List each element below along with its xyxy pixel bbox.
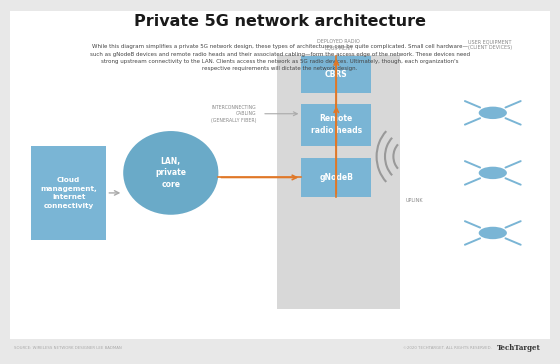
Text: ©2020 TECHTARGET. ALL RIGHTS RESERVED.: ©2020 TECHTARGET. ALL RIGHTS RESERVED. xyxy=(403,346,492,349)
Text: UPLINK: UPLINK xyxy=(405,198,423,203)
Text: Private 5G network architecture: Private 5G network architecture xyxy=(134,14,426,29)
Text: Remote
radio heads: Remote radio heads xyxy=(311,114,362,135)
Ellipse shape xyxy=(123,131,218,215)
Text: gNodeB: gNodeB xyxy=(319,173,353,182)
Ellipse shape xyxy=(479,107,507,119)
Text: INTERCONNECTING
CABLING
(GENERALLY FIBER): INTERCONNECTING CABLING (GENERALLY FIBER… xyxy=(211,104,256,123)
Text: While this diagram simplifies a private 5G network design, these types of archit: While this diagram simplifies a private … xyxy=(90,44,470,71)
FancyBboxPatch shape xyxy=(10,11,550,339)
FancyBboxPatch shape xyxy=(301,56,371,93)
Text: TechTarget: TechTarget xyxy=(497,344,540,352)
Ellipse shape xyxy=(479,167,507,179)
Text: USER EQUIPMENT
(CLIENT DEVICES): USER EQUIPMENT (CLIENT DEVICES) xyxy=(468,39,512,50)
FancyBboxPatch shape xyxy=(277,55,400,309)
FancyBboxPatch shape xyxy=(301,104,371,146)
Text: CBRS: CBRS xyxy=(325,70,348,79)
Text: SOURCE: WIRELESS NETWORK DESIGNER LEE BADMAN: SOURCE: WIRELESS NETWORK DESIGNER LEE BA… xyxy=(14,346,122,349)
Text: DEPLOYED RADIO
EQUIPMENT: DEPLOYED RADIO EQUIPMENT xyxy=(318,39,360,50)
Ellipse shape xyxy=(479,227,507,239)
FancyBboxPatch shape xyxy=(301,158,371,197)
FancyBboxPatch shape xyxy=(31,146,106,240)
Text: LAN,
private
core: LAN, private core xyxy=(155,157,186,189)
Text: Cloud
management,
internet
connectivity: Cloud management, internet connectivity xyxy=(40,177,97,209)
